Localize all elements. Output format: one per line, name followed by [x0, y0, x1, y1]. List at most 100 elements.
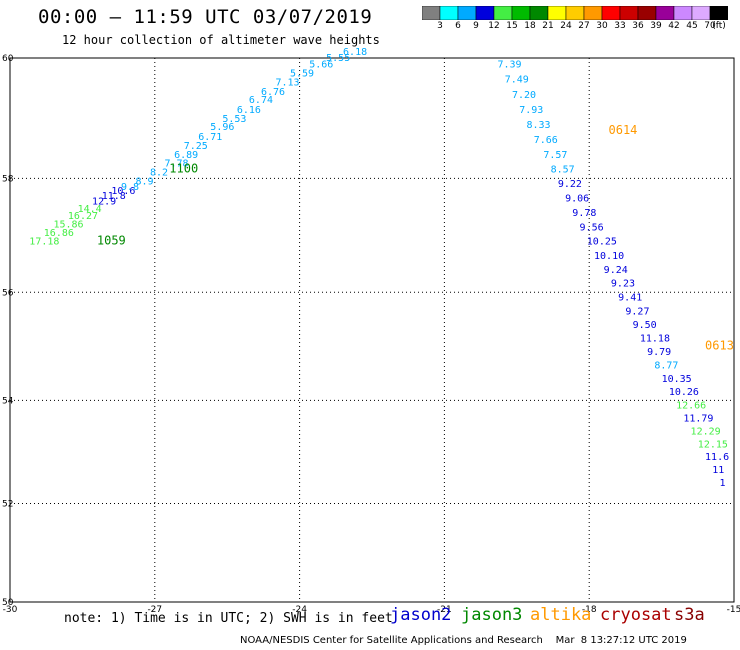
colorbar-label: (ft): [712, 21, 726, 31]
wave-height-label: 6.76: [261, 87, 285, 98]
colorbar-label: 39: [650, 21, 662, 31]
wave-height-label: 6.18: [343, 47, 367, 58]
wave-height-label: 10.6: [111, 186, 135, 197]
wave-height-label: 7.66: [534, 135, 558, 146]
latitude-tick-label: 54: [2, 396, 14, 406]
wave-height-label: 6.74: [249, 95, 273, 106]
wave-height-label: 11.79: [683, 413, 713, 424]
wave-height-label: 11: [712, 465, 724, 476]
wave-height-label: 7.13: [275, 78, 299, 89]
wave-height-label: 12.29: [691, 426, 721, 437]
colorbar-label: 3: [437, 21, 443, 31]
wave-height-label: 16.86: [44, 228, 74, 239]
longitude-tick-label: -30: [3, 605, 18, 615]
colorbar-label: 42: [668, 21, 680, 31]
wave-height-label: 9.50: [633, 320, 657, 331]
longitude-tick-label: -27: [147, 605, 162, 615]
legend-s3a: s3a: [674, 605, 705, 625]
longitude-tick-label: -15: [727, 605, 740, 615]
wave-height-label: 7.93: [519, 105, 543, 116]
wave-height-label: 11.18: [640, 334, 670, 345]
wave-height-label: 5.66: [309, 59, 333, 70]
wave-height-label: 9.78: [572, 208, 596, 219]
wave-height-label: 10.35: [662, 374, 692, 385]
colorbar-label: 9: [473, 21, 479, 31]
footer-credit: NOAA/NESDIS Center for Satellite Applica…: [240, 635, 687, 646]
colorbar-label: 21: [542, 21, 554, 31]
colorbar-swatch: [709, 6, 728, 20]
track-time-label: 1100: [169, 162, 198, 176]
wave-height-label: 9.56: [580, 222, 604, 233]
latitude-tick-label: 52: [2, 499, 13, 509]
colorbar-label: 33: [614, 21, 626, 31]
chart-title: 00:00 – 11:59 UTC 03/07/2019: [38, 6, 373, 28]
colorbar-label: 70: [704, 21, 716, 31]
footer-note: note: 1) Time is in UTC; 2) SWH is in fe…: [64, 611, 393, 626]
wave-height-label: 9.06: [565, 194, 589, 205]
wave-height-label: 9.8: [121, 182, 139, 193]
legend-jason2: jason2: [390, 605, 452, 625]
wave-height-label: 6.16: [237, 105, 261, 116]
wave-height-label: 7.20: [512, 90, 536, 101]
wave-height-label: 12.66: [676, 400, 706, 411]
latitude-tick-label: 58: [2, 174, 14, 184]
wave-height-label: 9.23: [611, 279, 635, 290]
wave-height-label: 15.86: [53, 220, 83, 231]
wave-height-label: 9.27: [625, 306, 649, 317]
map-frame: [9, 57, 735, 603]
longitude-tick-label: -24: [292, 605, 307, 615]
wave-height-label: 10.25: [587, 237, 617, 248]
wave-height-label: 8.9: [135, 176, 153, 187]
longitude-tick-label: -21: [437, 605, 452, 615]
legend-altika: altika: [530, 605, 592, 625]
track-time-label: 0614: [609, 123, 638, 137]
wave-height-label: 7.25: [184, 141, 208, 152]
wave-height-label: 8.33: [526, 120, 550, 131]
wave-height-label: 5.55: [326, 53, 350, 64]
wave-height-label: 16.27: [68, 211, 98, 222]
longitude-tick-label: -18: [582, 605, 597, 615]
chart-subtitle: 12 hour collection of altimeter wave hei…: [62, 33, 380, 47]
wave-height-label: 6.89: [174, 150, 198, 161]
colorbar-label: 36: [632, 21, 644, 31]
colorbar-label: 6: [455, 21, 461, 31]
wave-height-label: 10.10: [594, 251, 624, 262]
wave-height-label: 9.22: [558, 179, 582, 190]
wave-height-label: 6.71: [198, 132, 222, 143]
track-time-label: 1059: [97, 234, 126, 248]
wave-height-colorbar: [422, 6, 728, 20]
wave-height-label: 7.78: [164, 159, 188, 170]
wave-height-label: 9.79: [647, 347, 671, 358]
wave-height-label: 14.4: [78, 204, 102, 215]
wave-height-label: 8.77: [654, 361, 678, 372]
wave-height-label: 7.49: [505, 75, 529, 86]
wave-height-label: 5.96: [210, 122, 234, 133]
latitude-tick-label: 50: [2, 598, 14, 608]
latitude-tick-label: 56: [2, 288, 14, 298]
track-time-label: 0613: [705, 339, 734, 353]
colorbar-label: 24: [560, 21, 572, 31]
wave-height-label: 8.2: [150, 167, 168, 178]
wave-height-label: 5.59: [290, 69, 314, 80]
wave-height-label: 12.15: [698, 439, 728, 450]
colorbar-label: 18: [524, 21, 536, 31]
colorbar-label: 27: [578, 21, 590, 31]
wave-height-label: 12.9: [92, 197, 116, 208]
colorbar-label: 45: [686, 21, 698, 31]
wave-height-label: 9.41: [618, 293, 642, 304]
colorbar-label: 15: [506, 21, 518, 31]
colorbar-labels: 3 6 9 12 15 18 21 24 27 30 33 36 39 42 45 70 (ft): [422, 21, 740, 35]
wave-height-label: 5.53: [222, 114, 246, 125]
legend-cryosat: cryosat: [600, 605, 672, 625]
wave-height-label: 11.8: [102, 191, 126, 202]
latitude-tick-label: 60: [2, 54, 14, 64]
wave-height-label: 17.18: [29, 237, 59, 248]
wave-height-label: 8.57: [551, 165, 575, 176]
wave-height-label: 10.26: [669, 387, 699, 398]
wave-height-label: 7.39: [497, 59, 521, 70]
wave-height-label: 1: [720, 478, 726, 489]
colorbar-label: 12: [488, 21, 500, 31]
wave-height-label: 7.57: [543, 150, 567, 161]
legend-jason3: jason3: [461, 605, 523, 625]
